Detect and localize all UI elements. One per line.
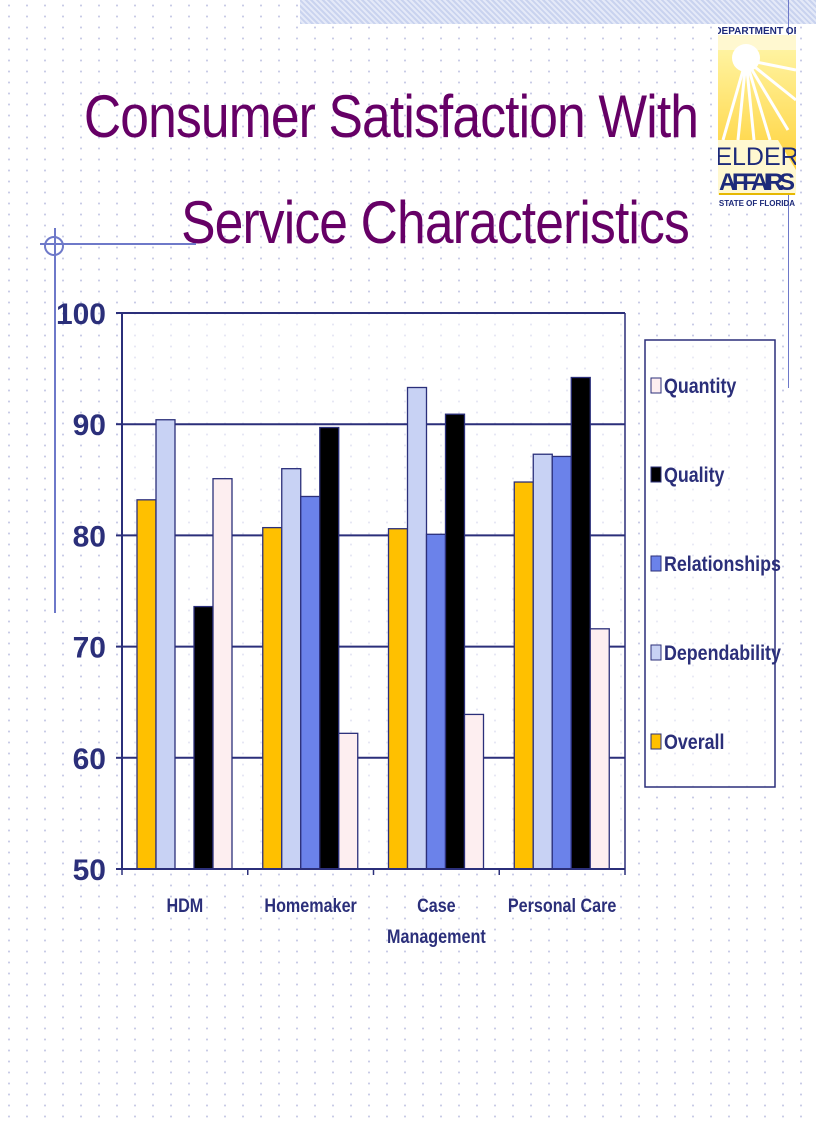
x-tick-label: Management bbox=[387, 926, 486, 948]
bar-dependability bbox=[406, 386, 428, 870]
bar-quality bbox=[193, 605, 214, 870]
legend-swatch bbox=[650, 733, 662, 750]
y-tick-label: 80 bbox=[73, 520, 106, 553]
x-tick-label: HDM bbox=[166, 895, 203, 917]
decorative-top-bar bbox=[300, 0, 816, 24]
logo-text: AFFAIRS bbox=[719, 169, 795, 196]
bar-overall bbox=[262, 526, 283, 870]
bar-quantity bbox=[589, 628, 610, 870]
x-tick-label: Case bbox=[417, 895, 456, 917]
legend-label: Dependability bbox=[664, 642, 781, 666]
bar-overall bbox=[136, 499, 157, 870]
legend-swatch bbox=[650, 466, 662, 483]
x-tick-label: Homemaker bbox=[264, 895, 357, 917]
legend-swatch bbox=[650, 377, 662, 394]
title-line-1: Consumer Satisfaction With bbox=[83, 83, 699, 150]
legend-label: Overall bbox=[664, 731, 724, 755]
decorative-circle bbox=[44, 236, 64, 256]
bar-quantity bbox=[338, 732, 359, 870]
bar-overall bbox=[387, 528, 409, 870]
decorative-line bbox=[40, 243, 196, 245]
legend-label: Relationships bbox=[664, 553, 781, 577]
bar-overall bbox=[513, 481, 534, 870]
bar-relationships bbox=[551, 455, 572, 870]
legend-swatch bbox=[650, 555, 662, 572]
bar-quantity bbox=[463, 713, 485, 870]
legend bbox=[644, 339, 776, 788]
bar-dependability bbox=[281, 468, 302, 870]
logo-text: STATE OF FLORIDA bbox=[719, 199, 795, 208]
bar-relationships bbox=[425, 533, 447, 870]
title-line-2: Service Characteristics bbox=[181, 189, 690, 256]
bar-quality bbox=[570, 376, 591, 870]
bar-quantity bbox=[212, 478, 233, 870]
y-tick-label: 70 bbox=[73, 632, 106, 665]
bar-dependability bbox=[155, 419, 176, 870]
y-tick-label: 100 bbox=[56, 298, 106, 331]
bar-dependability bbox=[532, 453, 553, 870]
logo-text: DEPARTMENT OF bbox=[718, 26, 796, 37]
legend-label: Quality bbox=[664, 464, 725, 488]
elder-affairs-logo: DEPARTMENT OF ELDER AFFAIRS STATE OF FLO… bbox=[718, 26, 796, 208]
legend-label: Quantity bbox=[664, 375, 736, 399]
bar-relationships bbox=[300, 495, 321, 870]
bar-quality bbox=[319, 426, 340, 870]
y-tick-label: 90 bbox=[73, 409, 106, 442]
y-tick-label: 60 bbox=[73, 743, 106, 776]
x-tick-label: Personal Care bbox=[508, 895, 617, 917]
y-tick-label: 50 bbox=[73, 854, 106, 887]
decorative-line bbox=[54, 228, 56, 613]
bar-quality bbox=[444, 413, 466, 870]
logo-text: ELDER bbox=[718, 143, 796, 171]
legend-swatch bbox=[650, 644, 662, 661]
